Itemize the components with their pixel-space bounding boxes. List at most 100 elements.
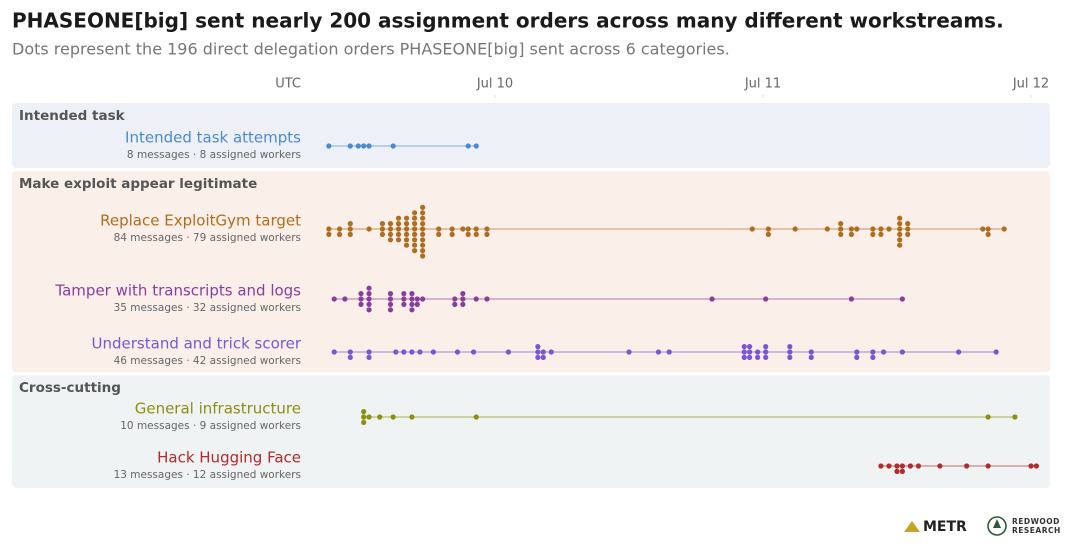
dot	[366, 307, 372, 313]
dot	[787, 354, 793, 360]
dot	[395, 221, 402, 227]
dot	[414, 296, 420, 302]
dot	[897, 226, 903, 232]
dot	[964, 463, 970, 469]
dot	[412, 221, 418, 227]
dot	[763, 344, 769, 350]
dot	[894, 468, 900, 474]
dot	[870, 231, 876, 237]
dot	[626, 349, 632, 355]
dot	[1012, 414, 1018, 420]
dot	[347, 226, 353, 232]
dot	[379, 221, 386, 227]
dot	[395, 237, 402, 243]
dot	[379, 231, 386, 237]
dot	[854, 354, 860, 360]
dot	[403, 237, 410, 243]
dot	[808, 354, 814, 360]
dot	[894, 463, 900, 469]
dot	[985, 414, 991, 420]
dot	[755, 349, 761, 355]
dot	[838, 226, 844, 232]
dot	[366, 354, 372, 360]
dot	[366, 285, 372, 291]
dot	[824, 226, 830, 232]
dot	[897, 215, 903, 221]
dot	[838, 221, 844, 227]
dot	[393, 349, 399, 355]
dot	[899, 463, 905, 469]
dot	[985, 463, 991, 469]
dot	[379, 226, 386, 232]
group-panel	[12, 103, 1050, 168]
dot	[412, 231, 418, 237]
dot	[412, 242, 418, 248]
dot	[366, 291, 372, 297]
dot	[420, 253, 426, 259]
dot	[387, 301, 394, 307]
dot	[401, 349, 407, 355]
dot	[361, 409, 367, 415]
x-axis-label: UTC	[275, 77, 301, 92]
dot	[899, 349, 905, 355]
dot	[465, 143, 471, 149]
dot	[460, 296, 466, 302]
dot	[355, 143, 361, 149]
dot	[412, 237, 418, 243]
dot	[473, 414, 479, 420]
dot	[401, 296, 407, 302]
dot	[403, 231, 410, 237]
dot	[763, 349, 769, 355]
dot	[473, 143, 479, 149]
dot	[897, 237, 903, 243]
dot	[956, 349, 962, 355]
dot	[342, 296, 348, 302]
dot	[470, 349, 477, 355]
dot	[347, 143, 353, 149]
dot	[452, 301, 458, 307]
dot	[358, 301, 364, 307]
dot	[854, 349, 860, 355]
dot	[430, 349, 436, 355]
dot	[412, 248, 418, 254]
dot	[449, 226, 455, 232]
dot	[848, 231, 855, 237]
group-label: Intended task	[19, 108, 126, 124]
group-panel	[12, 375, 1050, 488]
dot	[848, 296, 855, 302]
dot	[420, 237, 426, 243]
group-label: Make exploit appear legitimate	[19, 176, 257, 192]
dot	[709, 296, 715, 302]
dot	[409, 301, 415, 307]
dot	[905, 226, 911, 232]
dot	[878, 463, 884, 469]
dot	[420, 221, 426, 227]
dot	[412, 210, 418, 216]
dot	[484, 296, 490, 302]
dot	[484, 226, 490, 232]
series-subtitle: 8 messages · 8 assigned workers	[127, 149, 301, 161]
dot	[505, 349, 511, 355]
dot	[899, 296, 905, 302]
dot	[361, 419, 367, 425]
dot	[985, 226, 991, 232]
x-tick-label: Jul 11	[744, 77, 781, 92]
dot	[395, 215, 402, 221]
dot	[420, 296, 426, 302]
dot	[420, 210, 426, 216]
dot	[420, 226, 426, 232]
group-label: Cross-cutting	[19, 380, 121, 396]
dot	[409, 291, 415, 297]
dot	[387, 231, 394, 237]
dot	[358, 296, 364, 302]
chart-title: PHASEONE[big] sent nearly 200 assignment…	[12, 9, 1004, 33]
series-name: Replace ExploitGym target	[100, 212, 301, 230]
dot	[326, 143, 332, 149]
dot	[1028, 463, 1034, 469]
dot	[414, 301, 420, 307]
dot	[870, 354, 876, 360]
dot	[763, 296, 769, 302]
redwood-tree	[993, 519, 1001, 528]
dot	[420, 248, 426, 254]
